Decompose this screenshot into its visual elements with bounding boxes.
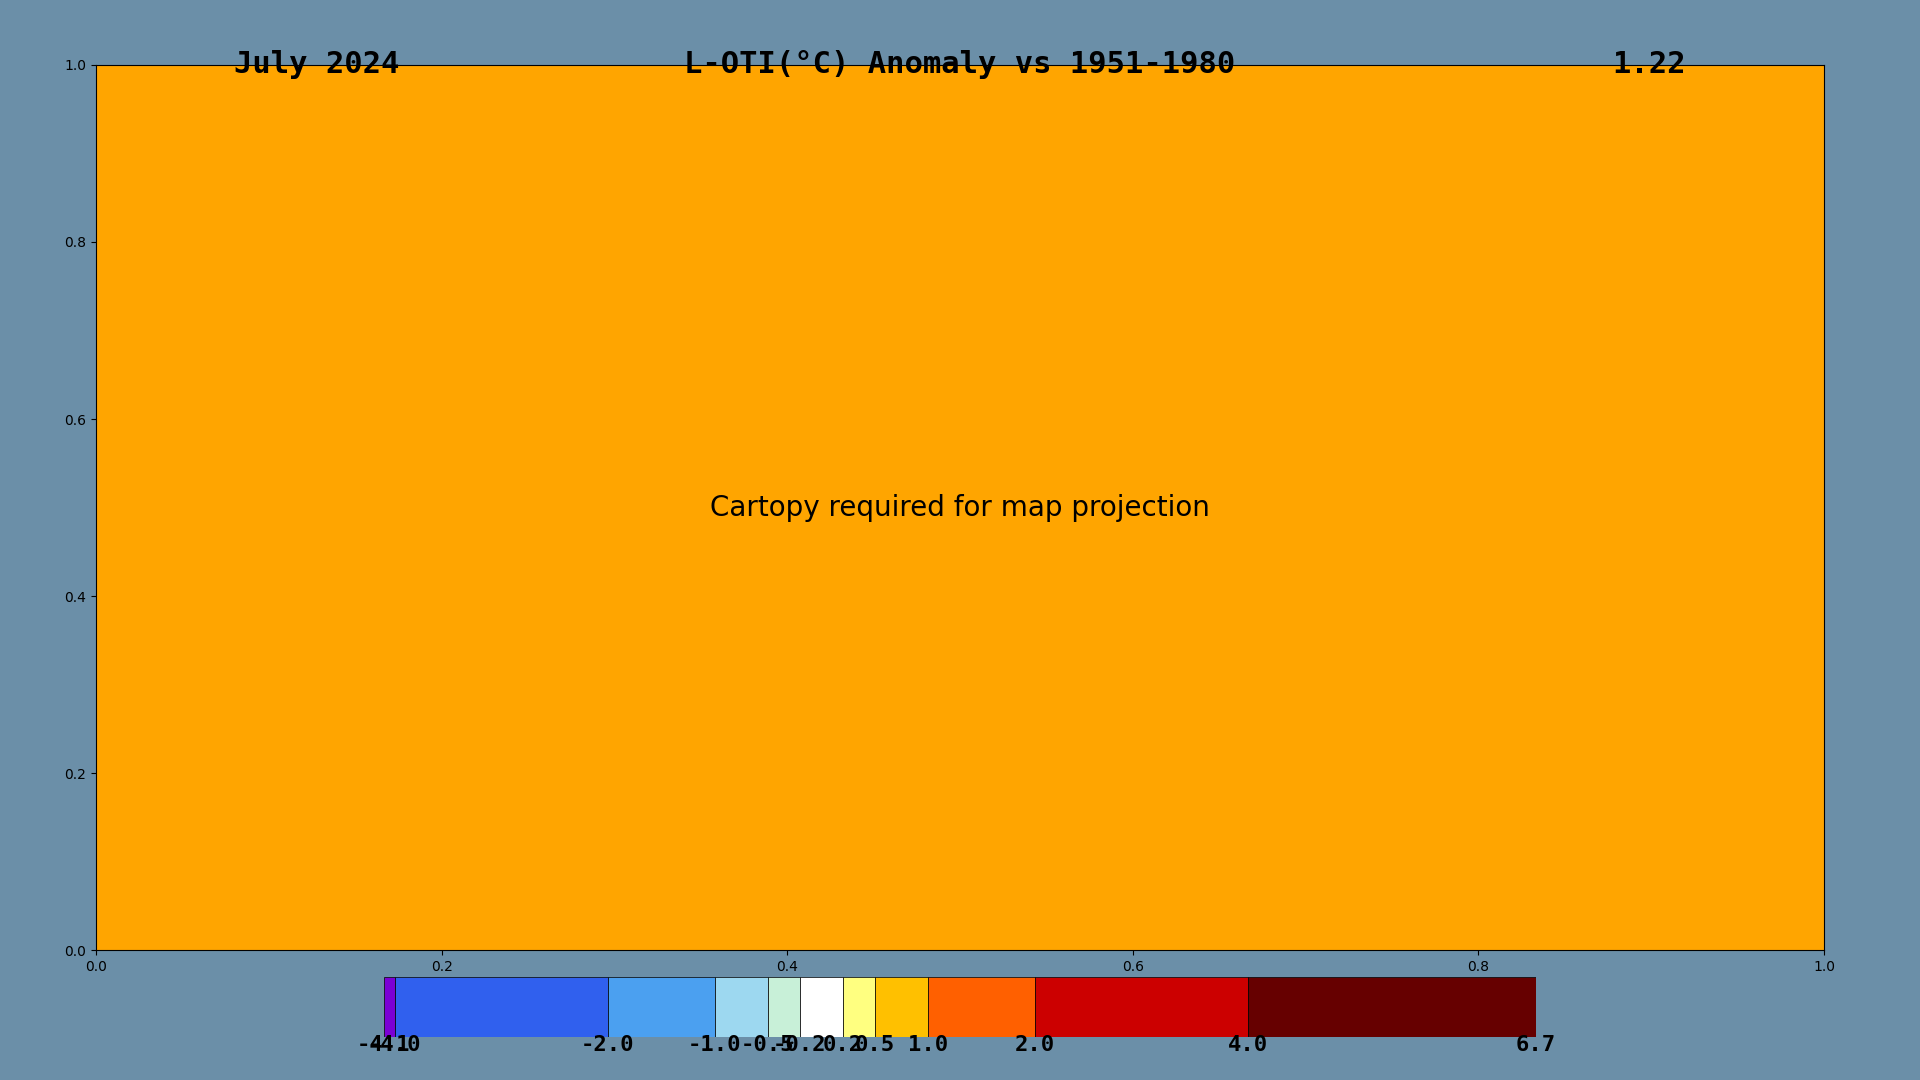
Bar [927,977,1035,1037]
Bar [714,977,768,1037]
Text: -2.0: -2.0 [582,1035,636,1055]
Bar [396,977,609,1037]
Text: 1.22: 1.22 [1613,51,1686,79]
Bar [1248,977,1536,1037]
Text: L-OTI(°C) Anomaly vs 1951-1980: L-OTI(°C) Anomaly vs 1951-1980 [684,51,1236,79]
Text: 1.0: 1.0 [908,1035,948,1055]
Text: Cartopy required for map projection: Cartopy required for map projection [710,494,1210,522]
Text: -4.1: -4.1 [357,1035,411,1055]
Bar [843,977,876,1037]
Text: 4.0: 4.0 [1229,1035,1267,1055]
Text: July 2024: July 2024 [234,51,399,79]
Text: -4.0: -4.0 [369,1035,420,1055]
Bar [1035,977,1248,1037]
Text: 0.5: 0.5 [854,1035,895,1055]
Bar [384,977,396,1037]
Text: 2.0: 2.0 [1014,1035,1054,1055]
Text: -0.5: -0.5 [741,1035,795,1055]
Text: 0.2: 0.2 [822,1035,862,1055]
Text: 6.7: 6.7 [1517,1035,1555,1055]
Bar [768,977,801,1037]
Text: -0.2: -0.2 [774,1035,828,1055]
Bar [609,977,714,1037]
Bar [801,977,843,1037]
Text: -1.0: -1.0 [687,1035,741,1055]
Bar [876,977,927,1037]
